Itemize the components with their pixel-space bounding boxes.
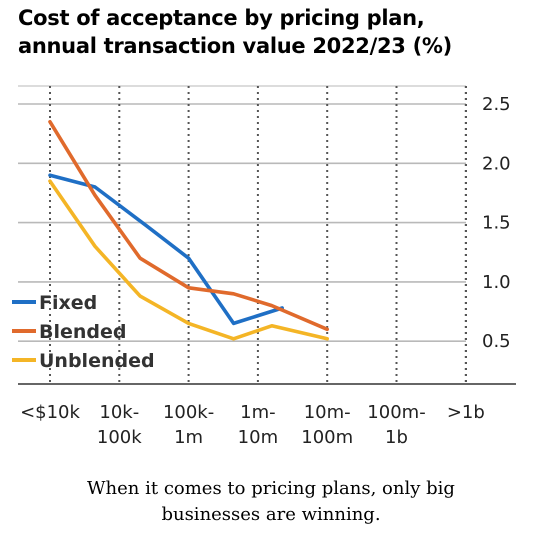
- legend-label-fixed: Fixed: [39, 292, 97, 314]
- caption-line-1: When it comes to pricing plans, only big: [87, 478, 455, 499]
- legend-label-unblended: Unblended: [39, 350, 155, 372]
- x-tick-label: 1b: [385, 427, 408, 448]
- legend-label-blended: Blended: [39, 321, 127, 343]
- caption: When it comes to pricing plans, only big…: [20, 476, 522, 528]
- x-tick-label: 10m-: [304, 402, 351, 423]
- y-tick-label: 1.0: [482, 272, 511, 293]
- chart-title-line-2: annual transaction value 2022/23 (%): [18, 34, 452, 58]
- y-tick-label: 0.5: [482, 331, 511, 352]
- x-tick-label: 100k-: [163, 402, 214, 423]
- series-line-blended: [48, 120, 329, 332]
- x-tick-label: >1b: [447, 402, 485, 423]
- x-tick-label: 100k: [97, 427, 142, 448]
- chart-title: Cost of acceptance by pricing plan, annu…: [18, 4, 528, 60]
- x-tick-label: 1m: [174, 427, 203, 448]
- grid-layer: [18, 85, 516, 385]
- y-tick-label: 2.5: [482, 94, 511, 115]
- caption-line-2: businesses are winning.: [161, 504, 381, 525]
- line-chart: 2.5 2.0 1.5 1.0 0.5 <$10k 10k- 100k 100k- 1m 1m- 1…: [12, 85, 516, 448]
- x-tick-label: 10k-: [99, 402, 139, 423]
- x-tick-label: <$10k: [20, 402, 80, 423]
- legend: Fixed Blended Unblended: [12, 292, 155, 372]
- chart-title-line-1: Cost of acceptance by pricing plan,: [18, 6, 425, 30]
- x-axis-ticks: <$10k 10k- 100k 100k- 1m 1m- 10m 10m- 100m 100m- 1…: [20, 402, 485, 448]
- x-tick-label: 100m-: [367, 402, 425, 423]
- x-tick-label: 100m: [301, 427, 353, 448]
- series-line-unblended: [48, 179, 329, 341]
- series-layer: [48, 120, 329, 341]
- x-tick-label: 10m: [238, 427, 278, 448]
- y-tick-label: 2.0: [482, 153, 511, 174]
- x-tick-label: 1m-: [240, 402, 275, 423]
- y-tick-label: 1.5: [482, 213, 511, 234]
- y-axis-ticks: 2.5 2.0 1.5 1.0 0.5: [482, 94, 511, 352]
